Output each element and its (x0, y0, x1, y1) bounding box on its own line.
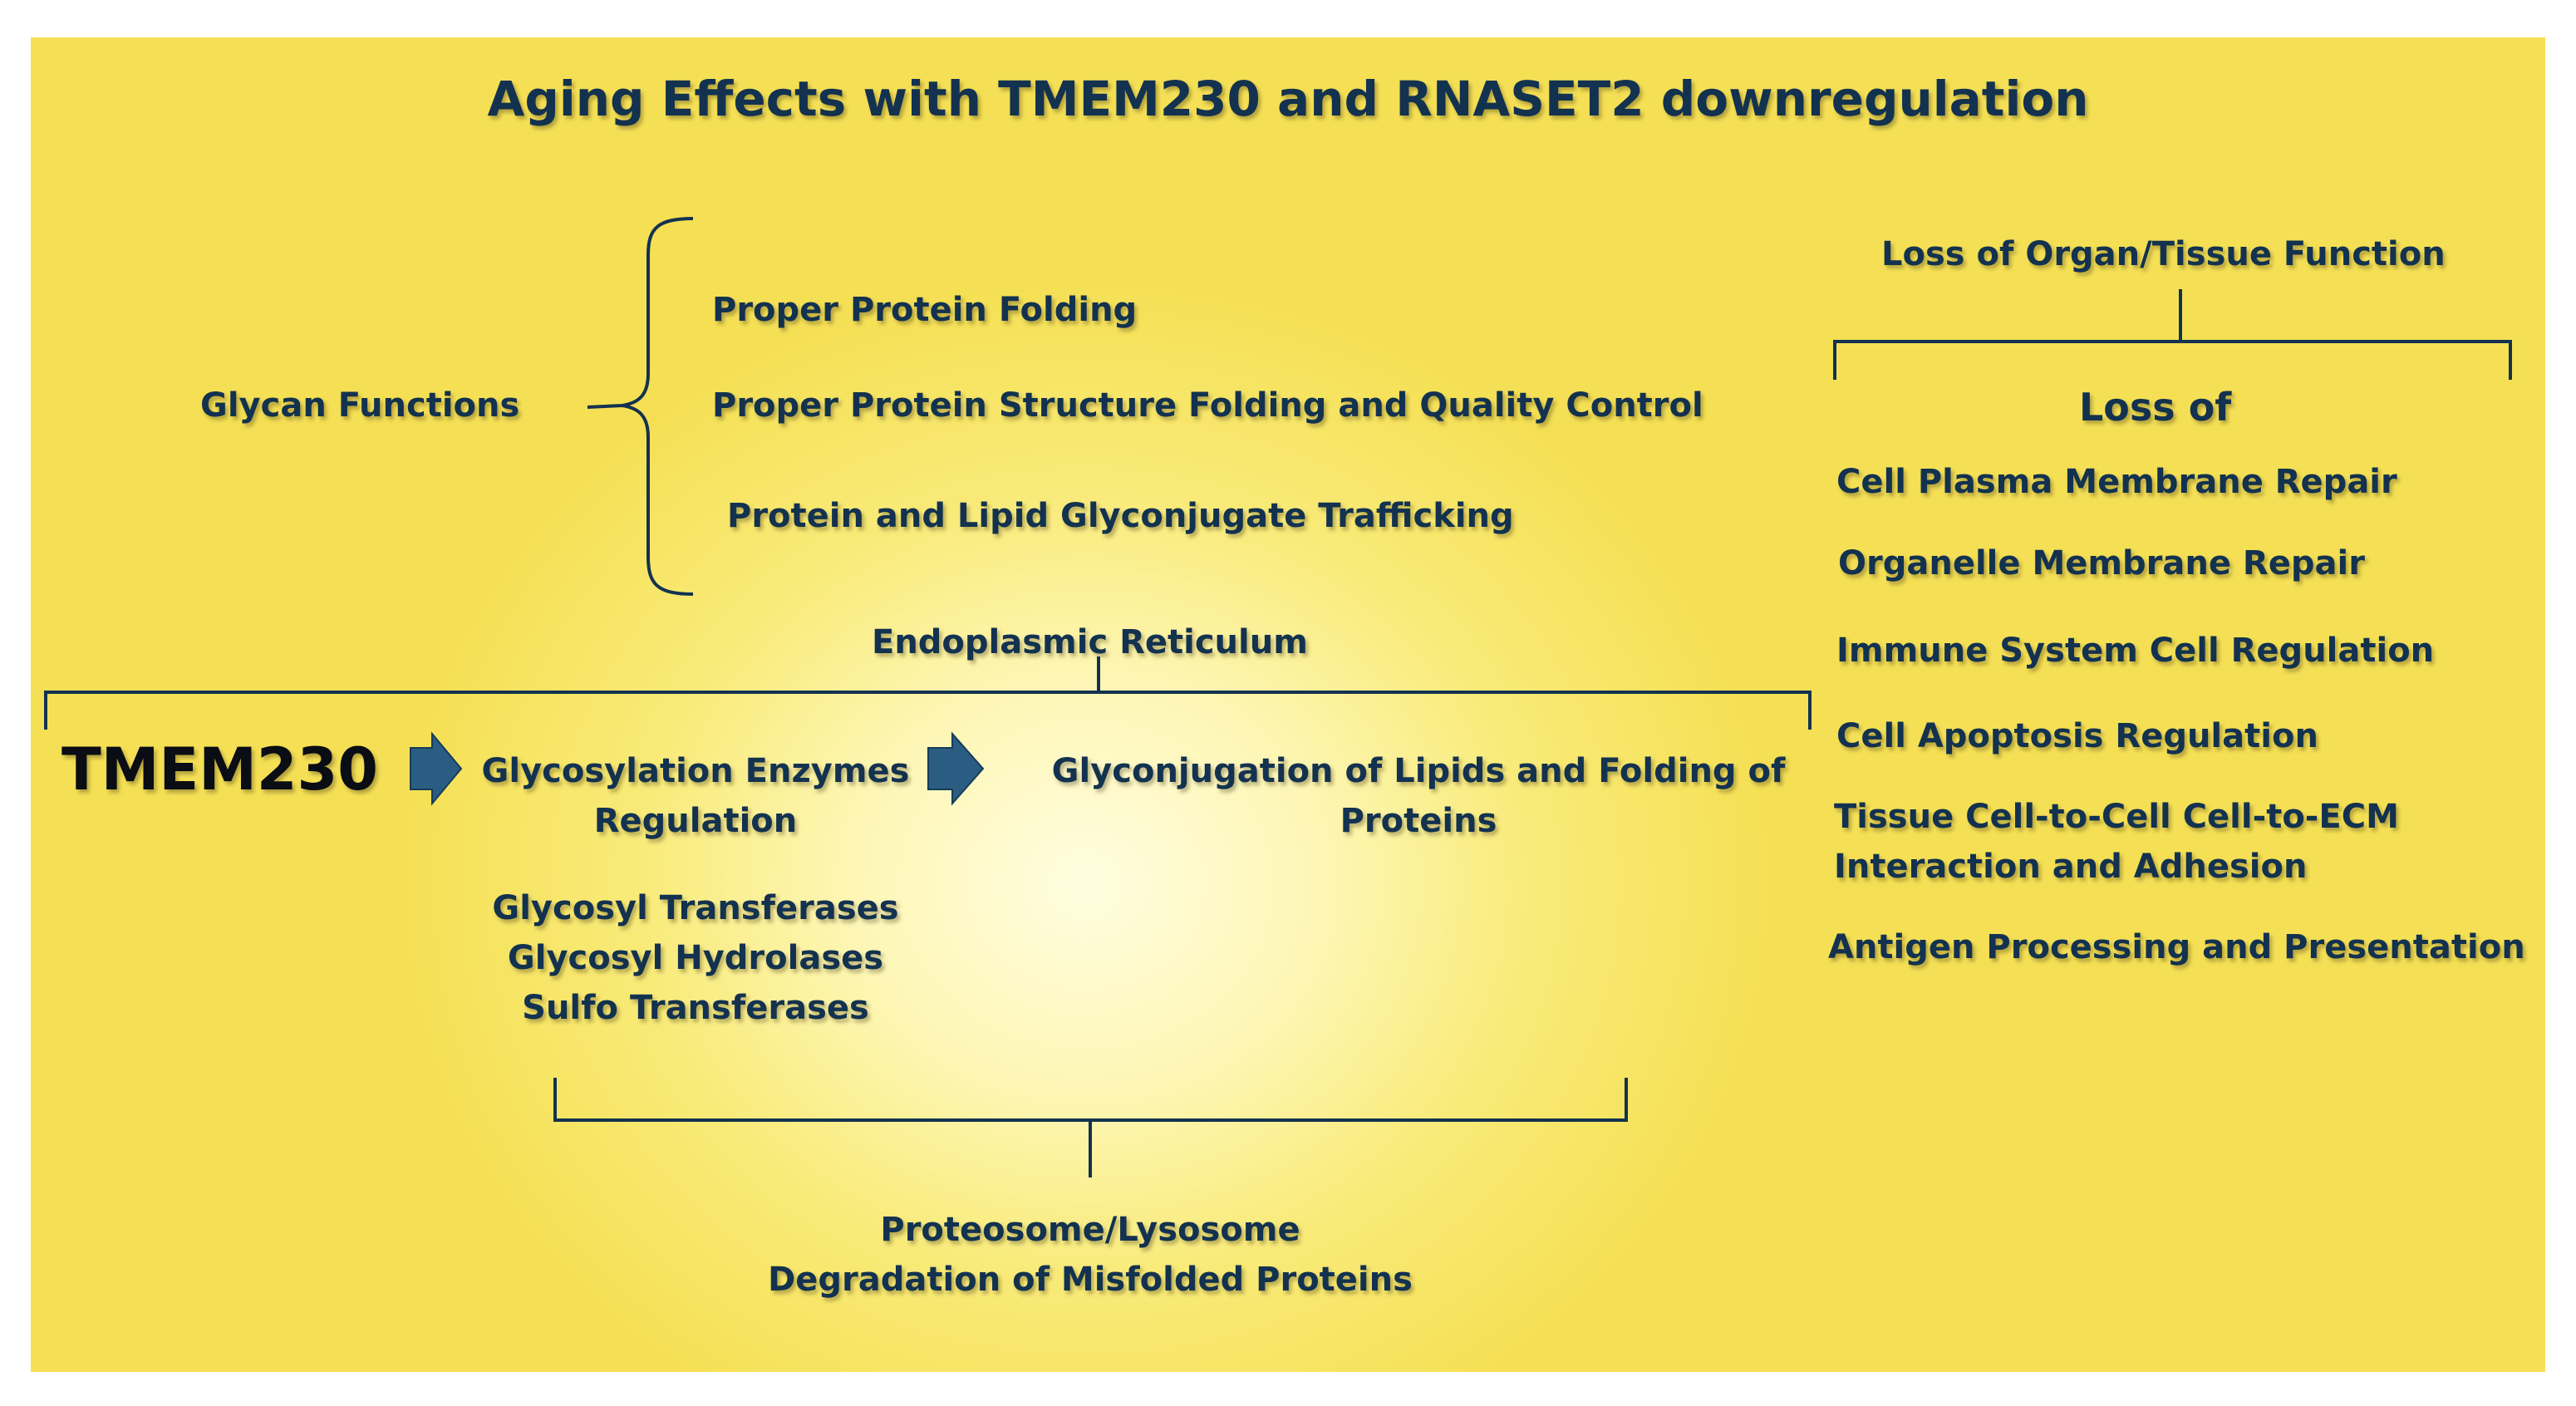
glycan-brace (587, 217, 694, 596)
arrow-right-icon (927, 731, 985, 806)
enzyme-item: Sulfo Transferases (522, 989, 869, 1027)
diagram-canvas: Aging Effects with TMEM230 and RNASET2 d… (31, 37, 2545, 1372)
loss-bracket (1833, 289, 2512, 380)
glycan-item: Protein and Lipid Glyconjugate Trafficki… (727, 497, 1514, 535)
glycosylation-enzymes-line: Regulation (593, 802, 798, 840)
degradation-label: Proteosome/Lysosome Degradation of Misfo… (612, 1205, 1568, 1305)
enzyme-item: Glycosyl Hydrolases (507, 939, 884, 977)
glyconjugation-line: Proteins (1340, 802, 1497, 840)
loss-of-sub-label: Loss of (2079, 385, 2232, 430)
loss-item: Cell Apoptosis Regulation (1836, 717, 2318, 755)
enzyme-item: Glycosyl Transferases (492, 889, 899, 927)
glyconjugation-line: Glyconjugation of Lipids and Folding of (1051, 752, 1786, 790)
glyconjugation-label: Glyconjugation of Lipids and Folding of … (995, 746, 1842, 846)
loss-item: Organelle Membrane Repair (1838, 544, 2365, 583)
tmem230-label: TMEM230 (61, 735, 379, 804)
loss-header: Loss of Organ/Tissue Function (1881, 235, 2446, 273)
degradation-line: Proteosome/Lysosome (880, 1211, 1300, 1249)
glycosylation-enzymes-line: Glycosylation Enzymes (481, 752, 910, 790)
loss-item: Cell Plasma Membrane Repair (1836, 463, 2397, 501)
loss-item: Antigen Processing and Presentation (1828, 928, 2525, 966)
glycosylation-enzymes-label: Glycosylation Enzymes Regulation (446, 746, 945, 846)
glycan-functions-label: Glycan Functions (200, 386, 520, 425)
er-bracket (44, 656, 1812, 730)
degradation-line: Degradation of Misfolded Proteins (768, 1261, 1413, 1299)
page-title: Aging Effects with TMEM230 and RNASET2 d… (487, 71, 2089, 127)
glycan-item: Proper Protein Folding (712, 291, 1138, 329)
degradation-bracket (553, 1078, 1628, 1177)
connector-lines (44, 217, 2512, 1177)
glycan-item: Proper Protein Structure Folding and Qua… (712, 386, 1703, 425)
loss-item: Tissue Cell-to-Cell Cell-to-ECM (1834, 798, 2399, 836)
loss-item: Interaction and Adhesion (1834, 848, 2308, 886)
enzyme-list: Glycosyl Transferases Glycosyl Hydrolase… (446, 883, 945, 1033)
er-label: Endoplasmic Reticulum (872, 623, 1308, 661)
arrow-right-icon (410, 731, 463, 806)
loss-item: Immune System Cell Regulation (1836, 632, 2435, 670)
